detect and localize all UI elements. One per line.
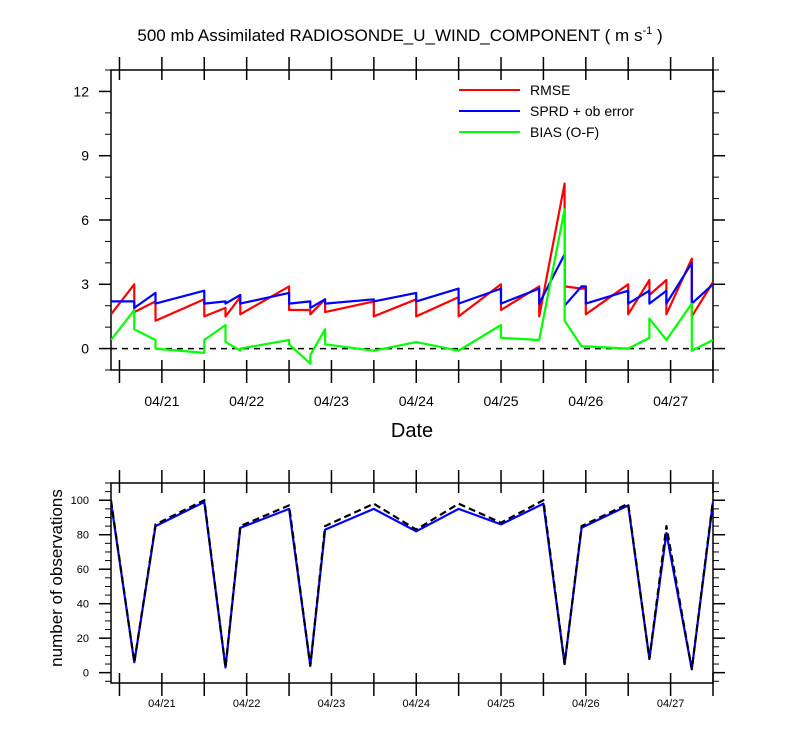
top-legend: RMSE SPRD + ob error BIAS (O-F): [459, 82, 634, 140]
top-xtick-label: 04/25: [484, 393, 519, 409]
top-ytick-label: 0: [81, 340, 89, 356]
legend-label-rmse: RMSE: [530, 82, 570, 98]
top-series-sprd-ob-error: [111, 253, 713, 309]
bottom-xtick-label: 04/24: [402, 698, 430, 710]
bottom-xtick-label: 04/26: [572, 698, 600, 710]
top-series-bias-o-f: [111, 208, 713, 365]
bottom-ytick-label: 0: [83, 668, 89, 680]
top-ytick-label: 12: [73, 83, 89, 99]
top-ytick-label: 9: [81, 148, 89, 164]
top-xtick-label: 04/22: [229, 393, 264, 409]
top-chart-title: 500 mb Assimilated RADIOSONDE_U_WIND_COM…: [137, 25, 662, 45]
bottom-ytick-label: 60: [77, 564, 89, 576]
top-xtick-label: 04/26: [568, 393, 603, 409]
top-series-rmse: [111, 182, 713, 322]
top-xtick-label: 04/21: [144, 393, 179, 409]
top-axes: 04/21 04/22 04/23 04/24 04/25 04/26 04/27 0 3 6 9 1…: [73, 57, 725, 409]
legend-label-bias: BIAS (O-F): [530, 124, 599, 140]
bottom-plot-frame: [110, 482, 714, 684]
top-xtick-label: 04/23: [314, 393, 349, 409]
bottom-ytick-label: 80: [77, 530, 89, 542]
top-series-group: [111, 182, 713, 365]
bottom-axes: 04/21 04/22 04/23 04/24 04/25 04/26 04/27 0 20 40…: [71, 470, 725, 710]
top-xtick-label: 04/24: [399, 393, 434, 409]
bottom-ytick-label: 20: [77, 633, 89, 645]
bottom-series-group: [111, 499, 713, 671]
title-superscript: -1: [642, 25, 652, 37]
title-main: 500 mb Assimilated RADIOSONDE_U_WIND_COM…: [137, 26, 642, 45]
legend-label-sprd: SPRD + ob error: [530, 103, 634, 119]
top-xtick-label: 04/27: [653, 393, 688, 409]
bottom-ytick-label: 100: [71, 495, 89, 507]
bottom-xtick-label: 04/22: [233, 698, 261, 710]
title-end: ): [652, 26, 662, 45]
top-xaxis-label: Date: [391, 420, 433, 442]
bottom-ytick-label: 40: [77, 599, 89, 611]
bottom-yaxis-label: number of observations: [47, 489, 66, 667]
bottom-xtick-label: 04/23: [318, 698, 346, 710]
bottom-xtick-label: 04/21: [148, 698, 176, 710]
top-ytick-label: 6: [81, 212, 89, 228]
bottom-series-total: [111, 499, 713, 671]
bottom-xtick-label: 04/25: [487, 698, 515, 710]
bottom-xtick-label: 04/27: [657, 698, 685, 710]
top-ytick-label: 3: [81, 276, 89, 292]
